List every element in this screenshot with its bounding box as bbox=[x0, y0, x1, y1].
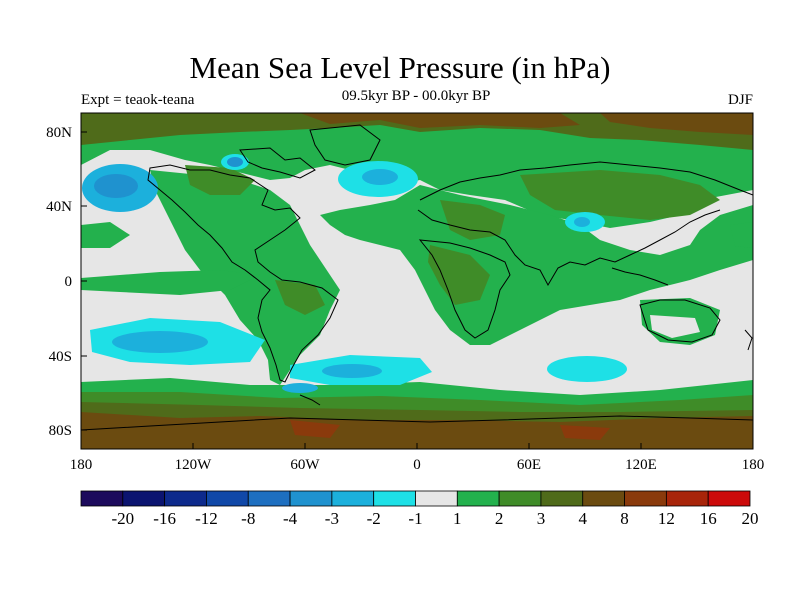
colorbar-swatch bbox=[415, 490, 458, 507]
colorbar-swatch bbox=[540, 490, 584, 507]
lon-tick-label: 180 bbox=[70, 457, 93, 473]
longitude-axis: 180 120W 60W 0 60E 120E 180 bbox=[70, 443, 765, 473]
north-pacific-positive bbox=[81, 222, 130, 248]
figure-title: Mean Sea Level Pressure (in hPa) bbox=[189, 50, 611, 85]
season-label: DJF bbox=[727, 92, 753, 108]
colorbar-label: -8 bbox=[241, 509, 255, 528]
lon-tick-label: 180 bbox=[742, 457, 765, 473]
lat-tick-label: 80N bbox=[46, 125, 72, 141]
south-atlantic-low-core bbox=[322, 364, 382, 378]
colorbar-label: -2 bbox=[367, 509, 381, 528]
lon-tick-label: 120E bbox=[625, 457, 657, 473]
canada-dark-green bbox=[185, 165, 255, 195]
lon-tick-label: 60W bbox=[290, 457, 320, 473]
eurasia-africa-positive bbox=[320, 185, 753, 345]
west-pacific-positive bbox=[730, 222, 753, 248]
colorbar-swatch bbox=[206, 490, 249, 507]
colorbar-label: -4 bbox=[283, 509, 298, 528]
antarctic-red-patch-east bbox=[560, 425, 610, 440]
lat-tick-label: 40N bbox=[46, 199, 72, 215]
colorbar-label: -3 bbox=[325, 509, 339, 528]
colorbar-label: -20 bbox=[111, 509, 134, 528]
colorbar-swatch bbox=[164, 490, 207, 507]
colorbar: -20 -16 -12 -8 -4 -3 -2 -1 1 2 3 4 8 12 16 20 bbox=[80, 490, 759, 528]
colorbar-swatch bbox=[331, 490, 375, 507]
arctic-brown-east bbox=[600, 113, 753, 135]
experiment-label: Expt = teaok-teana bbox=[81, 92, 195, 108]
colorbar-label: 4 bbox=[579, 509, 588, 528]
lon-tick-label: 120W bbox=[175, 457, 213, 473]
lat-tick-label: 0 bbox=[65, 274, 73, 290]
colorbar-label: -12 bbox=[195, 509, 218, 528]
colorbar-label: 3 bbox=[537, 509, 546, 528]
south-pacific-low-core bbox=[112, 331, 208, 353]
colorbar-label: -1 bbox=[408, 509, 422, 528]
north-pacific-low-core bbox=[94, 174, 138, 198]
south-america-dark-green bbox=[275, 280, 325, 315]
colorbar-label: 1 bbox=[453, 509, 462, 528]
colorbar-swatch bbox=[665, 490, 709, 507]
lon-tick-label: 60E bbox=[517, 457, 541, 473]
arctic-olive-band bbox=[81, 113, 753, 150]
coastlines bbox=[81, 124, 753, 431]
colorbar-swatch bbox=[624, 490, 667, 507]
siberia-dark-green bbox=[520, 170, 720, 220]
colorbar-swatch bbox=[247, 490, 291, 507]
colorbar-swatch bbox=[373, 490, 416, 507]
period-label: 09.5kyr BP - 00.0kyr BP bbox=[341, 88, 491, 104]
colorbar-label: 12 bbox=[658, 509, 675, 528]
colorbar-swatch bbox=[122, 490, 166, 507]
colorbar-swatch bbox=[498, 490, 542, 507]
south-indian-low bbox=[547, 356, 627, 382]
colorbar-label: -16 bbox=[153, 509, 176, 528]
colorbar-swatch bbox=[582, 490, 625, 507]
antarctic-red-patch bbox=[290, 420, 340, 438]
colorbar-swatch bbox=[80, 490, 124, 507]
africa-dark-green bbox=[428, 245, 490, 305]
tropical-pacific-positive bbox=[81, 270, 260, 295]
colorbar-label: 2 bbox=[495, 509, 504, 528]
europe-dark-green bbox=[440, 200, 505, 240]
drake-passage-low bbox=[282, 383, 318, 393]
latitude-axis: 80N 40N 0 40S 80S bbox=[46, 125, 87, 439]
pressure-field bbox=[81, 113, 753, 449]
lat-tick-label: 80S bbox=[49, 423, 72, 439]
north-atlantic-low-core bbox=[362, 169, 398, 185]
colorbar-swatch bbox=[456, 490, 500, 507]
hudson-bay-low-core bbox=[227, 157, 243, 167]
tibet-low-core bbox=[574, 217, 590, 227]
australia-neutral bbox=[650, 315, 700, 338]
colorbar-label: 8 bbox=[620, 509, 629, 528]
lat-tick-label: 40S bbox=[49, 349, 72, 365]
colorbar-label: 20 bbox=[742, 509, 759, 528]
colorbar-swatch bbox=[707, 490, 751, 507]
lon-tick-label: 0 bbox=[413, 457, 421, 473]
colorbar-label: 16 bbox=[700, 509, 717, 528]
colorbar-swatch bbox=[289, 490, 333, 507]
arctic-brown-core bbox=[300, 113, 580, 128]
antarctic-brown-band bbox=[81, 412, 753, 449]
